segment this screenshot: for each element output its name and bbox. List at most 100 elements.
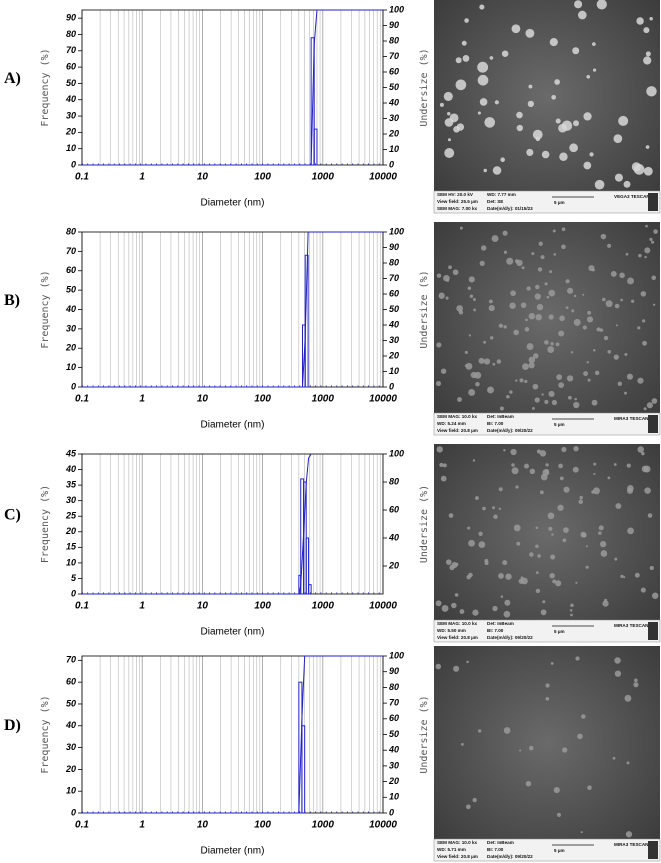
sem-particle bbox=[490, 336, 494, 340]
sem-particle bbox=[594, 179, 605, 190]
sem-particle bbox=[520, 576, 524, 580]
sem-particle bbox=[634, 572, 640, 578]
sem-particle bbox=[561, 227, 566, 232]
sem-particle bbox=[503, 610, 511, 618]
x-tick-label: 0.1 bbox=[75, 820, 89, 831]
sem-particle bbox=[602, 600, 609, 607]
sem-particle bbox=[535, 136, 541, 142]
sem-particle bbox=[589, 152, 594, 157]
sem-particle bbox=[593, 349, 596, 352]
sem-particle bbox=[579, 495, 583, 500]
sem-info: Det: InBeam bbox=[487, 840, 514, 845]
sem-particle bbox=[455, 57, 462, 64]
sem-particle bbox=[488, 305, 495, 312]
y-tick-label: 10 bbox=[66, 143, 76, 153]
sem-particle bbox=[561, 120, 573, 131]
sem-particle bbox=[646, 86, 657, 97]
sem-particle bbox=[550, 342, 554, 346]
sem-particle bbox=[558, 330, 565, 337]
y-tick-label: 20 bbox=[65, 127, 76, 137]
sem-particle bbox=[452, 269, 459, 276]
sem-info: View field: 25.5 µm bbox=[437, 199, 478, 204]
sem-particle bbox=[468, 539, 475, 547]
sem-particle bbox=[545, 697, 550, 701]
sem-info-bar bbox=[433, 190, 661, 214]
sem-particle bbox=[559, 315, 565, 322]
sem-particle bbox=[492, 605, 498, 612]
sem-particle bbox=[548, 314, 554, 320]
x-tick-label: 1000 bbox=[312, 601, 335, 612]
y-tick-label: 10 bbox=[66, 362, 76, 372]
sem-particle bbox=[631, 162, 641, 172]
sem-particle bbox=[591, 490, 595, 494]
sem-particle bbox=[479, 260, 485, 266]
sem-particle bbox=[573, 120, 579, 127]
sem-particle bbox=[536, 303, 544, 311]
sem-scale: 5 µm bbox=[554, 848, 565, 853]
bar bbox=[301, 725, 306, 814]
sem-particle bbox=[570, 613, 573, 617]
sem-particle bbox=[443, 274, 450, 282]
sem-particle bbox=[586, 316, 594, 323]
sem-particle bbox=[587, 310, 592, 315]
sem-image bbox=[434, 646, 660, 861]
x-tick-label: 0.1 bbox=[75, 172, 89, 183]
sem-particle bbox=[453, 665, 460, 672]
y-tick-label: 10 bbox=[66, 557, 76, 567]
x-tick-label: 1 bbox=[139, 172, 145, 183]
sem-particle bbox=[637, 446, 644, 453]
sem-particle bbox=[644, 255, 647, 259]
sem-particle bbox=[572, 466, 579, 473]
sem-particle bbox=[614, 557, 618, 561]
y2-tick-label: 100 bbox=[389, 226, 404, 236]
sem-particle bbox=[464, 350, 468, 354]
sem-particle bbox=[521, 266, 525, 270]
sem-particle bbox=[535, 588, 541, 594]
x-tick-label: 10000 bbox=[369, 820, 397, 831]
y2-tick-label: 100 bbox=[389, 448, 404, 458]
sem-particle bbox=[496, 359, 502, 364]
sem-particle bbox=[541, 393, 544, 396]
sem-particle bbox=[565, 279, 570, 284]
sem-image bbox=[434, 222, 660, 435]
sem-particle bbox=[558, 382, 565, 389]
sem-particle bbox=[529, 552, 534, 557]
y2-tick-label: 80 bbox=[389, 257, 399, 267]
sem-particle bbox=[544, 282, 548, 286]
sem-particle bbox=[544, 340, 549, 345]
y-tick-label: 15 bbox=[66, 542, 77, 552]
sem-particle bbox=[528, 312, 536, 320]
sem-particle bbox=[575, 581, 578, 584]
sem-particle bbox=[438, 292, 445, 299]
sem-particle bbox=[537, 267, 543, 272]
sem-particle bbox=[468, 276, 475, 283]
sem-particle bbox=[520, 302, 527, 308]
sem-particle bbox=[565, 306, 569, 310]
plot-frame bbox=[81, 231, 384, 388]
x-tick-label: 100 bbox=[254, 394, 271, 405]
sem-logo bbox=[648, 841, 658, 859]
sem-particle bbox=[474, 496, 479, 500]
y2-tick-label: 10 bbox=[389, 144, 399, 154]
sem-particle bbox=[633, 682, 639, 688]
sem-particle bbox=[503, 325, 507, 329]
sem-particle bbox=[554, 79, 560, 85]
y-tick-label: 20 bbox=[65, 526, 76, 536]
y-tick-label: 35 bbox=[66, 479, 77, 489]
sem-particle bbox=[493, 514, 498, 519]
sem-particle bbox=[563, 486, 570, 493]
y2-tick-label: 40 bbox=[388, 745, 399, 755]
sem-particle bbox=[577, 733, 583, 740]
sem-info: Det: InBeam bbox=[487, 621, 514, 626]
y2-tick-label: 70 bbox=[389, 697, 399, 707]
sem-particle bbox=[644, 487, 651, 494]
sem-particle bbox=[651, 592, 659, 599]
y2-axis-title: Undersize (%) bbox=[419, 485, 430, 563]
sem-particle bbox=[551, 94, 557, 100]
sem-particle bbox=[570, 603, 574, 607]
sem-brand: MIRA3 TESCAN bbox=[614, 623, 649, 628]
sem-particle bbox=[454, 593, 459, 597]
sem-particle bbox=[474, 371, 482, 379]
sem-particle bbox=[484, 561, 489, 566]
